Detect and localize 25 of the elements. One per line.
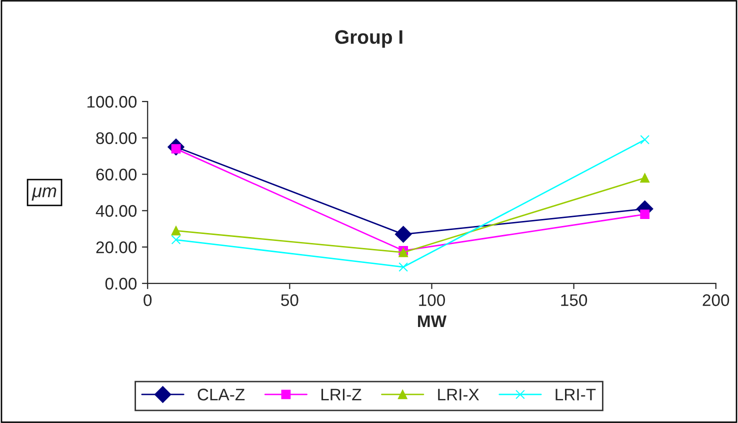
y-tick-label: 60.00: [96, 168, 137, 180]
chart-title: Group I: [335, 30, 402, 48]
point: [394, 226, 412, 243]
point: [171, 235, 181, 244]
x-axis-title: MW: [418, 316, 447, 327]
point: [640, 173, 650, 183]
legend-label: LRI-Z: [321, 388, 362, 400]
point: [640, 210, 650, 219]
y-tick-label: 80.00: [96, 132, 137, 144]
legend-label: CLA-Z: [198, 388, 245, 400]
y-tick-label: 20.00: [96, 241, 137, 254]
legend-label: LRI-T: [556, 388, 596, 400]
y-tick-label: 0.00: [105, 278, 137, 290]
point: [640, 135, 650, 144]
y-axis-title: μm: [32, 187, 56, 201]
x-tick-label: 150: [561, 294, 588, 306]
x-tick-label: 0: [144, 294, 152, 306]
y-tick-label: 100.00: [87, 96, 137, 108]
x-tick-label: 200: [702, 294, 730, 306]
point: [171, 226, 181, 236]
legend-label: LRI-X: [438, 388, 480, 400]
x-tick-label: 50: [281, 294, 298, 306]
y-tick-label: 40.00: [96, 205, 137, 217]
point: [398, 262, 408, 272]
x-tick-label: 100: [419, 294, 445, 306]
